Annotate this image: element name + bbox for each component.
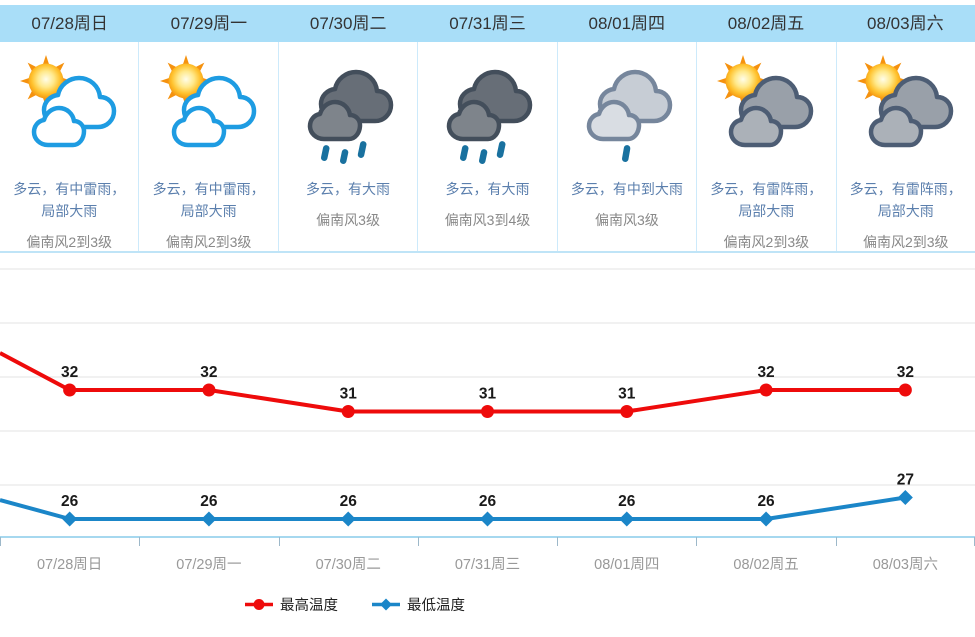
sun-white-clouds-icon bbox=[19, 55, 119, 167]
legend-label: 最低温度 bbox=[407, 598, 465, 614]
svg-text:27: 27 bbox=[897, 472, 914, 489]
weather-description: 多云，有大雨 bbox=[422, 178, 552, 200]
svg-text:08/01周四: 08/01周四 bbox=[594, 557, 659, 573]
wind-info: 偏南风2到3级 bbox=[26, 234, 112, 250]
wind-info: 偏南风3级 bbox=[595, 212, 659, 228]
svg-text:26: 26 bbox=[618, 493, 636, 510]
day-header[interactable]: 08/02周五 bbox=[727, 14, 805, 33]
sun-gray-clouds-icon bbox=[856, 55, 956, 167]
weather-description-line: 局部大雨 bbox=[877, 203, 934, 219]
weather-description-line: 局部大雨 bbox=[41, 203, 98, 219]
svg-text:07/29周一: 07/29周一 bbox=[176, 557, 241, 573]
weather-description: 多云，有雷阵雨， 局部大雨 bbox=[701, 178, 831, 222]
weather-icon-wrap bbox=[418, 42, 556, 178]
chart-legend: 最高温度 最低温度 bbox=[0, 594, 710, 615]
svg-text:31: 31 bbox=[340, 386, 358, 403]
forecast-day-column[interactable]: 多云，有大雨 偏南风3到4级 bbox=[418, 42, 558, 251]
weather-description: 多云，有中到大雨 bbox=[562, 178, 692, 200]
weather-description-line: 局部大雨 bbox=[180, 203, 237, 219]
weather-icon-wrap bbox=[0, 42, 138, 178]
legend-label: 最高温度 bbox=[280, 598, 338, 614]
gray-cloud-rain-icon bbox=[577, 55, 677, 167]
forecast-day-column[interactable]: 多云，有雷阵雨， 局部大雨 偏南风2到3级 bbox=[837, 42, 975, 251]
svg-text:26: 26 bbox=[61, 493, 79, 510]
weather-icon-wrap bbox=[279, 42, 417, 178]
high-temp-legend-marker-icon bbox=[245, 599, 273, 610]
svg-text:26: 26 bbox=[757, 493, 775, 510]
weather-description: 多云，有中雷雨， 局部大雨 bbox=[4, 178, 134, 222]
svg-text:32: 32 bbox=[757, 364, 774, 381]
wind-info: 偏南风2到3级 bbox=[862, 234, 949, 250]
wind-info: 偏南风3级 bbox=[316, 212, 380, 228]
weather-description-line: 多云，有中雷雨， bbox=[152, 181, 265, 197]
weather-description-line: 多云，有大雨 bbox=[306, 181, 391, 197]
svg-text:07/28周日: 07/28周日 bbox=[37, 557, 102, 573]
low-temp-legend-marker-icon bbox=[372, 598, 400, 611]
day-header[interactable]: 08/03周六 bbox=[867, 14, 944, 33]
weather-description-line: 多云，有中雷雨， bbox=[13, 181, 126, 197]
temperature-chart[interactable]: 07/28周日 07/29周一 07/30周二 07/31周三 08/01周四 08/02… bbox=[0, 253, 975, 583]
forecast-body-row: 多云，有中雷雨， 局部大雨 偏南风2到3级 多云，有中雷雨， 局部大雨 偏南风2… bbox=[0, 42, 975, 253]
svg-text:26: 26 bbox=[479, 493, 497, 510]
wind-info: 偏南风3到4级 bbox=[444, 212, 531, 228]
dark-clouds-rain-icon bbox=[437, 55, 537, 167]
day-header[interactable]: 08/01周四 bbox=[588, 14, 666, 33]
weather-description: 多云，有中雷雨， 局部大雨 bbox=[143, 178, 273, 222]
weather-description: 多云，有雷阵雨， 局部大雨 bbox=[841, 178, 971, 222]
day-header[interactable]: 07/30周二 bbox=[309, 14, 387, 33]
svg-text:31: 31 bbox=[618, 386, 636, 403]
forecast-day-column[interactable]: 多云，有雷阵雨， 局部大雨 偏南风2到3级 bbox=[697, 42, 837, 251]
weather-description-line: 多云，有雷阵雨， bbox=[849, 181, 962, 197]
svg-text:32: 32 bbox=[897, 364, 914, 381]
svg-text:08/03周六: 08/03周六 bbox=[873, 556, 938, 573]
forecast-header-row: 07/28周日 07/29周一 07/30周二 07/31周三 08/01周四 … bbox=[0, 5, 975, 42]
weather-description-line: 多云，有中到大雨 bbox=[570, 181, 683, 197]
legend-item-low-temp[interactable]: 最低温度 bbox=[372, 594, 465, 615]
svg-text:08/02周五: 08/02周五 bbox=[733, 557, 798, 573]
weather-icon-wrap bbox=[837, 42, 975, 178]
forecast-day-column[interactable]: 多云，有中雷雨， 局部大雨 偏南风2到3级 bbox=[0, 42, 140, 251]
day-header[interactable]: 07/29周一 bbox=[170, 14, 248, 33]
svg-text:31: 31 bbox=[479, 386, 497, 403]
weather-description-line: 多云，有雷阵雨， bbox=[710, 181, 823, 197]
forecast-day-column[interactable]: 多云，有中雷雨， 局部大雨 偏南风2到3级 bbox=[139, 42, 279, 251]
weather-description: 多云，有大雨 bbox=[283, 178, 413, 200]
weather-description-line: 多云，有大雨 bbox=[445, 181, 530, 197]
dark-clouds-rain-icon bbox=[298, 55, 398, 167]
weather-description-line: 局部大雨 bbox=[738, 203, 795, 219]
weather-icon-wrap bbox=[697, 42, 835, 178]
wind-info: 偏南风2到3级 bbox=[723, 234, 810, 250]
day-header[interactable]: 07/31周三 bbox=[449, 14, 526, 33]
svg-text:26: 26 bbox=[340, 493, 358, 510]
weather-icon-wrap bbox=[558, 42, 696, 178]
svg-text:07/31周三: 07/31周三 bbox=[455, 557, 520, 573]
forecast-day-column[interactable]: 多云，有中到大雨 偏南风3级 bbox=[558, 42, 698, 251]
svg-text:32: 32 bbox=[200, 364, 217, 381]
sun-gray-clouds-icon bbox=[716, 55, 816, 167]
wind-info: 偏南风2到3级 bbox=[165, 234, 252, 250]
weather-icon-wrap bbox=[139, 42, 277, 178]
legend-item-high-temp[interactable]: 最高温度 bbox=[245, 594, 338, 615]
sun-white-clouds-icon bbox=[159, 55, 259, 167]
svg-text:26: 26 bbox=[200, 493, 218, 510]
forecast-day-column[interactable]: 多云，有大雨 偏南风3级 bbox=[279, 42, 419, 251]
day-header[interactable]: 07/28周日 bbox=[31, 14, 108, 33]
svg-text:07/30周二: 07/30周二 bbox=[316, 557, 381, 573]
svg-text:32: 32 bbox=[61, 364, 78, 381]
